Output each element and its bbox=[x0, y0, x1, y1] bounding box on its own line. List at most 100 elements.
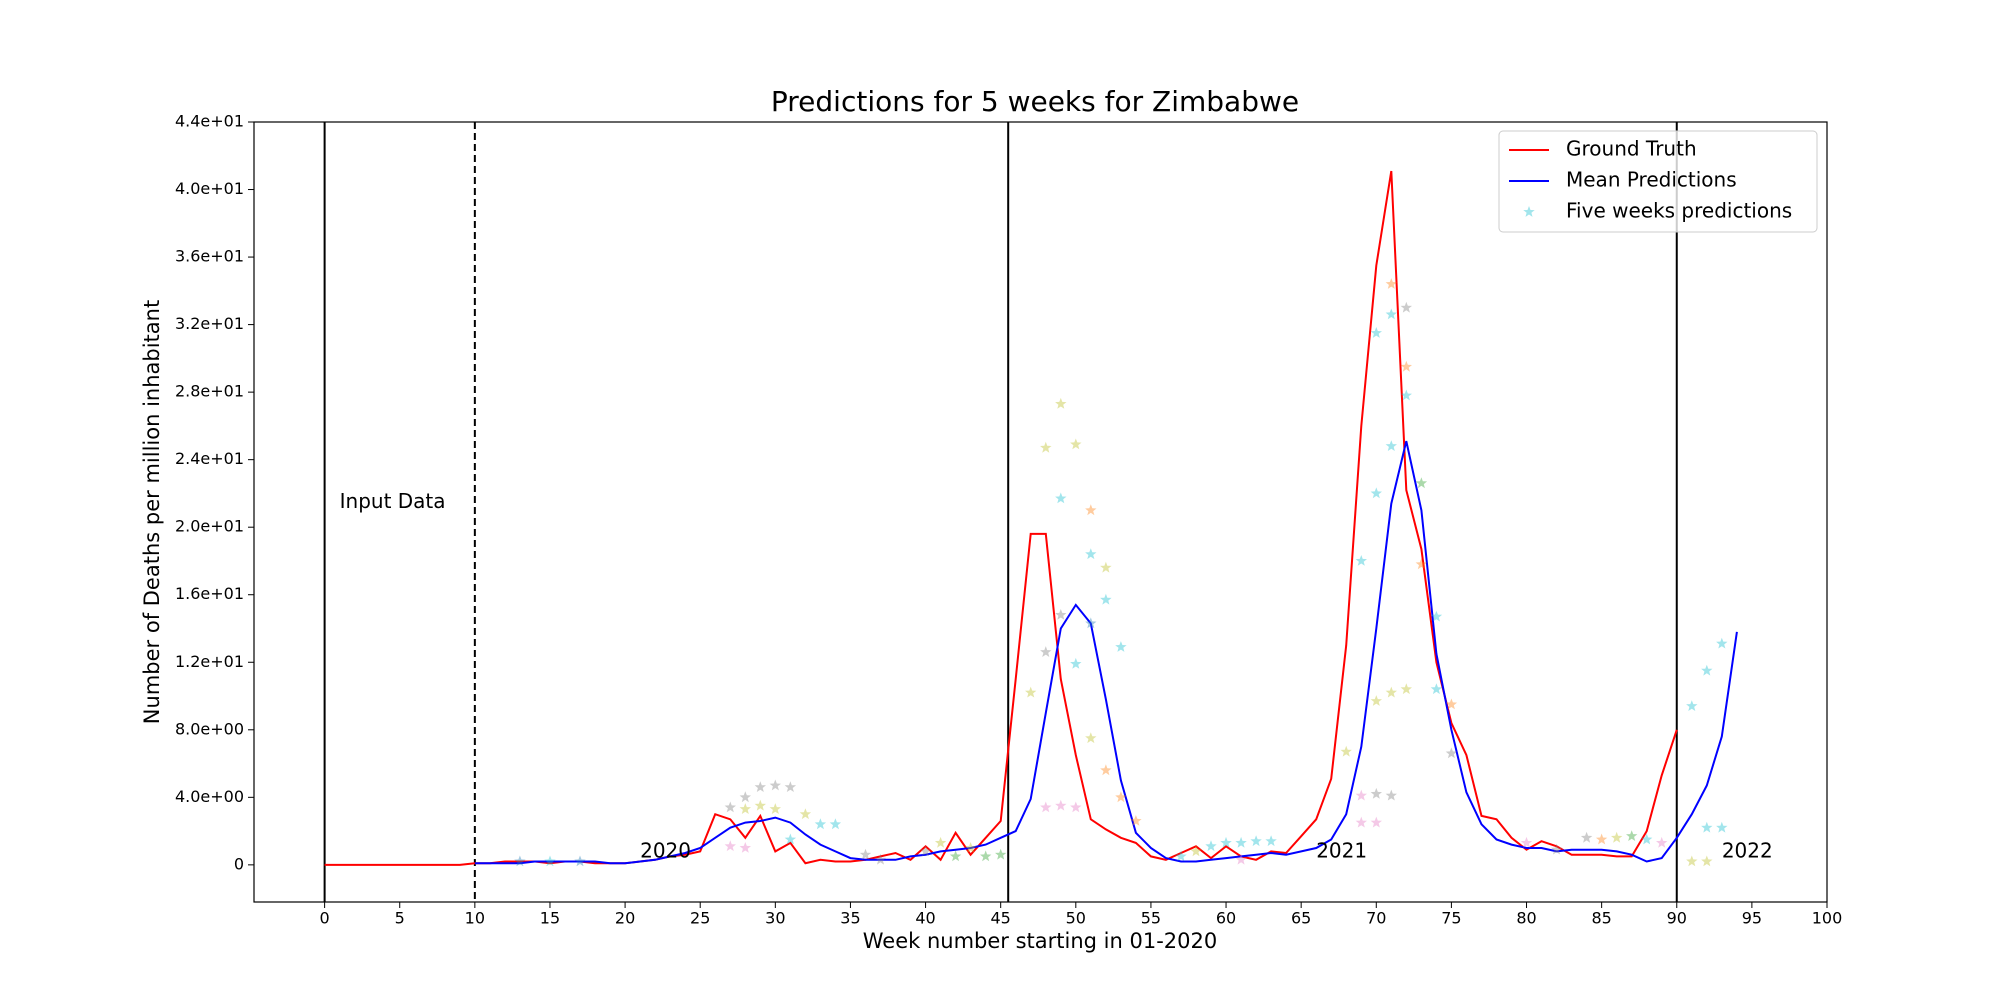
y-tick-label: 0 bbox=[234, 854, 244, 873]
y-tick-label: 3.2e+01 bbox=[175, 314, 244, 333]
star-point bbox=[980, 850, 992, 862]
star-point bbox=[1175, 850, 1187, 862]
star-point bbox=[1716, 637, 1728, 649]
star-point bbox=[1370, 327, 1382, 338]
x-tick-label: 80 bbox=[1516, 909, 1536, 928]
series-line bbox=[474, 440, 1738, 865]
star-point bbox=[1085, 617, 1097, 629]
star-point bbox=[1355, 816, 1367, 828]
star-point bbox=[1445, 747, 1458, 759]
star-point bbox=[949, 850, 962, 862]
star-point bbox=[1595, 833, 1608, 845]
x-tick-label: 30 bbox=[765, 909, 785, 928]
star-point bbox=[1085, 732, 1097, 744]
star-point bbox=[1100, 764, 1112, 776]
x-tick-label: 60 bbox=[1216, 909, 1236, 928]
star-point bbox=[784, 781, 797, 792]
star-point bbox=[799, 808, 812, 820]
star-point bbox=[784, 833, 797, 845]
annotation: 2022 bbox=[1722, 838, 1773, 862]
star-point bbox=[1070, 438, 1082, 450]
axes-frame bbox=[253, 121, 1828, 903]
star-point bbox=[754, 799, 766, 811]
star-point bbox=[1040, 646, 1052, 657]
legend: Ground Truth Mean Predictions Five weeks p… bbox=[1498, 130, 1818, 233]
star-point bbox=[964, 842, 977, 853]
y-tick-label: 4.0e+01 bbox=[175, 179, 244, 198]
star-point bbox=[1400, 301, 1412, 313]
star-point bbox=[544, 855, 556, 867]
y-tick-label: 4.0e+00 bbox=[175, 787, 244, 806]
star-point bbox=[769, 779, 781, 791]
star-point bbox=[1626, 830, 1638, 841]
star-point bbox=[1190, 845, 1202, 857]
x-tick-label: 55 bbox=[1141, 909, 1161, 928]
star-point bbox=[1355, 555, 1367, 566]
y-tick-label: 8.0e+00 bbox=[175, 719, 244, 738]
x-axis-label: Week number starting in 01-2020 bbox=[863, 929, 1217, 953]
x-tick-label: 95 bbox=[1742, 909, 1762, 928]
y-tick-label: 1.6e+01 bbox=[175, 584, 244, 603]
star-point bbox=[1686, 700, 1698, 711]
x-tick-label: 75 bbox=[1441, 909, 1461, 928]
star-point bbox=[919, 845, 932, 857]
x-tick-label: 45 bbox=[991, 909, 1011, 928]
star-point bbox=[574, 855, 586, 867]
star-point bbox=[1100, 593, 1112, 605]
star-point bbox=[1370, 787, 1382, 799]
star-point bbox=[1641, 833, 1653, 845]
x-tick-label: 0 bbox=[320, 909, 330, 928]
star-point bbox=[1656, 836, 1668, 848]
star-point bbox=[1701, 855, 1713, 867]
x-tick-label: 25 bbox=[690, 909, 710, 928]
legend-label: Ground Truth bbox=[1566, 137, 1697, 161]
plot-area: 0 4.0e+00 8.0e+00 1.2e+01 1.6e+01 2.0e+01 2.4e… bbox=[175, 112, 1842, 928]
star-point bbox=[1055, 799, 1067, 811]
star-point bbox=[739, 803, 751, 814]
y-tick-label: 1.2e+01 bbox=[175, 652, 244, 671]
star-point bbox=[859, 848, 872, 860]
star-point bbox=[995, 848, 1007, 860]
star-point bbox=[1085, 548, 1097, 560]
star-point bbox=[1701, 664, 1713, 676]
star-point bbox=[1430, 610, 1443, 622]
star-point bbox=[1701, 821, 1713, 833]
star-point bbox=[1550, 843, 1563, 855]
star-point bbox=[514, 855, 526, 867]
x-tick-label: 5 bbox=[395, 909, 405, 928]
star-point bbox=[1385, 789, 1397, 801]
star-point bbox=[1025, 686, 1037, 698]
star-point bbox=[1385, 686, 1397, 698]
star-point bbox=[724, 801, 736, 813]
star-point bbox=[1415, 558, 1428, 570]
star-point bbox=[1040, 441, 1052, 453]
star-point bbox=[1055, 609, 1067, 620]
star-point bbox=[1716, 821, 1728, 833]
star-point bbox=[754, 781, 766, 792]
x-tick-label: 85 bbox=[1591, 909, 1611, 928]
star-point bbox=[1370, 487, 1382, 499]
y-axis-label: Number of Deaths per million inhabitant bbox=[140, 300, 164, 724]
star-point bbox=[1400, 360, 1412, 372]
legend-box bbox=[1498, 130, 1818, 233]
x-tick-label: 65 bbox=[1291, 909, 1311, 928]
star-point bbox=[1520, 836, 1533, 848]
star-point bbox=[1220, 836, 1232, 848]
y-tick-label: 2.8e+01 bbox=[175, 382, 244, 401]
star-point bbox=[1265, 835, 1277, 847]
legend-label: Five weeks predictions bbox=[1566, 199, 1792, 223]
star-point bbox=[724, 840, 736, 852]
star-point bbox=[769, 803, 781, 814]
star-point bbox=[1445, 698, 1458, 710]
star-point bbox=[1415, 477, 1428, 489]
annotation: 2021 bbox=[1316, 838, 1367, 862]
x-tick-label: 90 bbox=[1667, 909, 1687, 928]
star-point bbox=[1385, 278, 1397, 289]
star-point bbox=[1370, 695, 1382, 706]
series-line bbox=[324, 170, 1678, 866]
star-point bbox=[814, 818, 827, 830]
star-point bbox=[1250, 835, 1262, 847]
star-point bbox=[739, 842, 751, 853]
